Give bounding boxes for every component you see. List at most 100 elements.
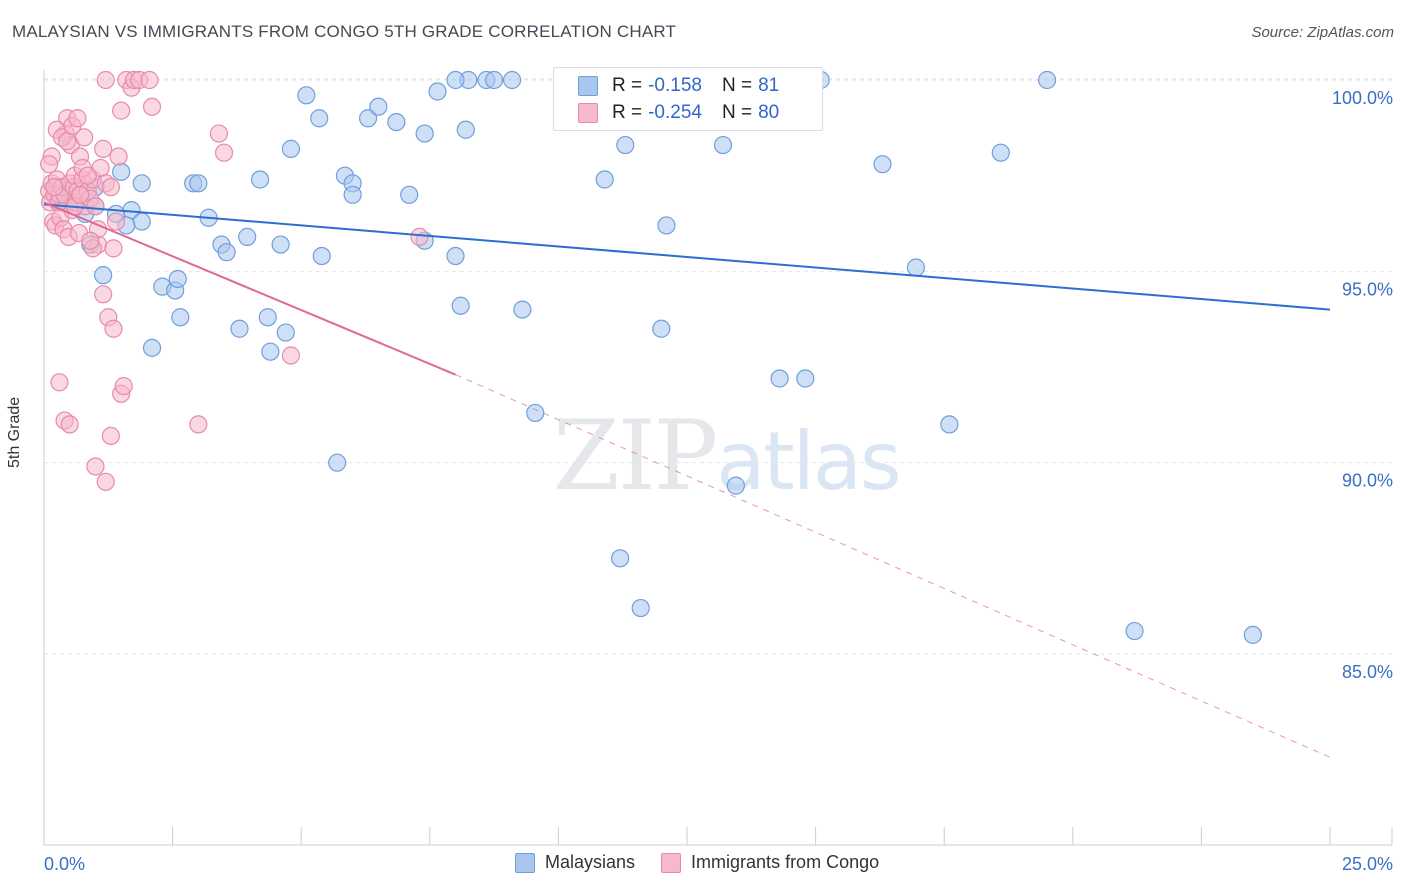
malaysian-point <box>217 243 236 262</box>
congo-point <box>68 109 87 128</box>
congo-point <box>40 155 59 174</box>
congo-point <box>104 239 123 258</box>
chart-title: MALAYSIAN VS IMMIGRANTS FROM CONGO 5TH G… <box>12 22 677 41</box>
malaysian-point <box>770 369 789 388</box>
malaysian-point <box>250 170 270 189</box>
malaysian-point <box>281 139 301 158</box>
y-tick-label: 90.0% <box>1342 471 1393 491</box>
congo-point <box>60 415 79 434</box>
malaysian-point <box>297 86 316 105</box>
malaysian-point <box>456 120 475 139</box>
malaysian-point <box>451 296 470 315</box>
legend-n-label: N = <box>721 102 753 123</box>
malaysian-point <box>369 97 388 116</box>
malaysian-point <box>312 246 331 266</box>
congo-point <box>96 70 115 90</box>
watermark-zip: ZIP <box>553 400 718 512</box>
congo-point <box>81 231 100 250</box>
series-legend-malaysians[interactable]: Malaysians <box>515 852 635 873</box>
congo-point <box>214 143 234 162</box>
malaysian-point <box>189 174 208 193</box>
watermark-atlas: atlas <box>716 415 901 508</box>
malaysian-point <box>171 308 190 327</box>
legend-r-value: -0.254 <box>648 102 702 123</box>
malaysian-point <box>652 319 671 338</box>
malaysian-point <box>616 135 635 155</box>
malaysian-point <box>1243 625 1262 644</box>
congo-point <box>106 212 126 231</box>
malaysian-point <box>485 70 504 90</box>
malaysian-point <box>940 415 959 434</box>
congo-trendline <box>43 201 456 376</box>
series-swatch-pink <box>661 852 682 873</box>
congo-point <box>189 415 208 434</box>
malaysian-point <box>343 185 362 204</box>
congo-point <box>142 97 162 116</box>
series-legend-congo[interactable]: Immigrants from Congo <box>661 852 879 873</box>
malaysian-point <box>446 246 465 266</box>
malaysian-point <box>310 109 329 128</box>
congo-point <box>114 377 133 396</box>
congo-point <box>209 124 228 143</box>
series-label-congo: Immigrants from Congo <box>691 852 880 872</box>
congo-point <box>50 373 69 392</box>
legend-n-label: N = <box>721 75 753 96</box>
congo-point <box>109 147 128 166</box>
malaysian-point <box>1037 70 1057 90</box>
congo-point <box>281 346 301 365</box>
malaysian-point <box>261 342 280 361</box>
malaysian-point <box>258 308 277 327</box>
malaysian-point <box>387 112 406 132</box>
malaysian-point <box>112 162 131 181</box>
malaysian-point <box>796 369 815 388</box>
congo-point <box>58 132 77 151</box>
legend-row-congo: R = -0.254 N = 80 <box>578 101 779 125</box>
y-tick-label: 85.0% <box>1342 662 1393 682</box>
watermark: ZIPatlas <box>553 400 902 512</box>
series-label-malaysians: Malaysians <box>545 852 636 872</box>
malaysian-point <box>513 300 532 319</box>
congo-point <box>45 178 64 197</box>
malaysian-point <box>657 216 676 235</box>
malaysian-point <box>611 549 630 568</box>
congo-point <box>101 178 120 197</box>
malaysian-point <box>503 70 522 90</box>
malaysian-point <box>631 598 650 618</box>
congo-point <box>104 319 123 338</box>
congo-point <box>410 227 429 246</box>
legend-n-value: 81 <box>758 75 780 96</box>
malaysian-point <box>415 124 434 143</box>
legend-r-value: -0.158 <box>648 75 702 96</box>
y-tick-label: 95.0% <box>1342 279 1393 299</box>
x-tick-label-min: 0.0% <box>44 854 85 874</box>
legend-row-malaysians: R = -0.158 N = 81 <box>578 74 779 98</box>
malaysian-point <box>94 266 113 285</box>
congo-point <box>70 185 90 204</box>
congo-point <box>94 285 113 304</box>
congo-point <box>96 472 115 491</box>
correlation-legend: R = -0.158 N = 81 R = -0.254 N = 80 <box>553 67 823 131</box>
x-tick-label-max: 25.0% <box>1342 854 1393 874</box>
congo-point <box>75 128 94 147</box>
malaysian-point <box>446 70 465 90</box>
congo-point <box>101 426 120 445</box>
legend-n-value: 80 <box>758 102 780 123</box>
series-swatch-blue <box>515 852 535 873</box>
malaysian-point <box>132 174 151 193</box>
malaysian-point <box>358 109 378 128</box>
malaysian-point <box>906 258 926 277</box>
legend-swatch-pink <box>578 103 598 123</box>
malaysian-point <box>328 453 347 472</box>
y-axis-label: 5th Grade <box>6 396 23 468</box>
malaysian-point <box>400 185 419 204</box>
malaysian-point <box>428 82 447 101</box>
legend-r-label: R = <box>612 75 643 96</box>
malaysian-point <box>276 323 295 342</box>
malaysian-point <box>132 212 151 231</box>
congo-point <box>140 70 159 90</box>
congo-point <box>94 139 113 158</box>
malaysian-point <box>168 269 187 289</box>
y-tick-label: 100.0% <box>1332 88 1393 108</box>
series-legend: Malaysians Immigrants from Congo <box>515 852 905 873</box>
